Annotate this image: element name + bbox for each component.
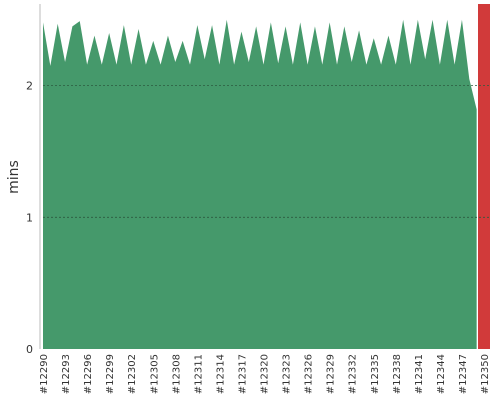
- y-tick-label: 0: [26, 343, 33, 356]
- x-tick-label: #12308: [171, 354, 182, 394]
- x-tick-label: #12350: [480, 354, 491, 394]
- x-tick-label: #12329: [326, 354, 337, 394]
- x-tick-label: #12299: [105, 354, 116, 394]
- x-tick-label: #12347: [458, 354, 469, 394]
- x-tick-label: #12302: [127, 354, 138, 394]
- x-tick-label: #12326: [304, 354, 315, 394]
- x-tick-label: #12290: [39, 354, 50, 394]
- x-tick-label: #12332: [348, 354, 359, 394]
- y-axis-label: mins: [6, 160, 22, 194]
- x-tick-label: #12323: [282, 354, 293, 394]
- y-tick-label: 1: [26, 211, 33, 224]
- x-tick-label: #12311: [193, 354, 204, 394]
- x-tick-label: #12341: [414, 354, 425, 394]
- x-tick-label: #12314: [215, 354, 226, 394]
- x-tick-label: #12344: [436, 354, 447, 394]
- x-tick-label: #12296: [83, 354, 94, 394]
- x-tick-label: #12320: [260, 354, 271, 394]
- x-tick-label: #12305: [149, 354, 160, 394]
- x-tick-label: #12335: [370, 354, 381, 394]
- x-tick-label: #12317: [237, 354, 248, 394]
- x-tick-label: #12338: [392, 354, 403, 394]
- y-tick-label: 2: [26, 80, 33, 93]
- area: [43, 19, 477, 350]
- area-bar: [478, 4, 490, 349]
- x-tick-label: #12293: [61, 354, 72, 394]
